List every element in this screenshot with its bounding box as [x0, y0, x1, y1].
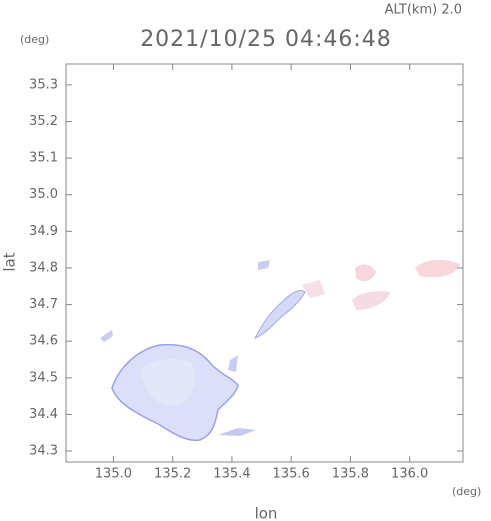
y-axis-label: lat [1, 252, 19, 271]
x-tick-label: 135.2 [154, 467, 191, 482]
y-tick-label: 34.8 [29, 260, 58, 275]
x-tick-label: 136.0 [391, 467, 428, 482]
chart-title: 2021/10/25 04:46:48 [140, 27, 392, 52]
y-tick-label: 34.9 [29, 224, 58, 239]
x-tick-label: 135.8 [332, 467, 369, 482]
y-tick-label: 35.0 [29, 187, 58, 202]
y-unit: (deg) [20, 33, 49, 46]
y-tick-label: 35.1 [29, 151, 58, 166]
y-tick-label: 35.2 [29, 114, 58, 129]
x-unit: (deg) [452, 485, 481, 498]
x-tick-label: 135.0 [95, 467, 132, 482]
altitude-label: ALT(km) 2.0 [385, 3, 462, 18]
echo-areas [100, 259, 460, 442]
plot-frame [65, 63, 464, 463]
y-tick-label: 34.6 [29, 334, 58, 349]
x-tick-label: 135.6 [273, 467, 310, 482]
y-tick-label: 34.7 [29, 297, 58, 312]
y-tick-label: 34.3 [29, 444, 58, 459]
y-tick-label: 34.5 [29, 370, 58, 385]
x-axis-label: lon [255, 505, 278, 521]
y-tick-label: 35.3 [29, 77, 58, 92]
x-tick-label: 135.4 [213, 467, 250, 482]
y-tick-label: 34.4 [29, 407, 58, 422]
